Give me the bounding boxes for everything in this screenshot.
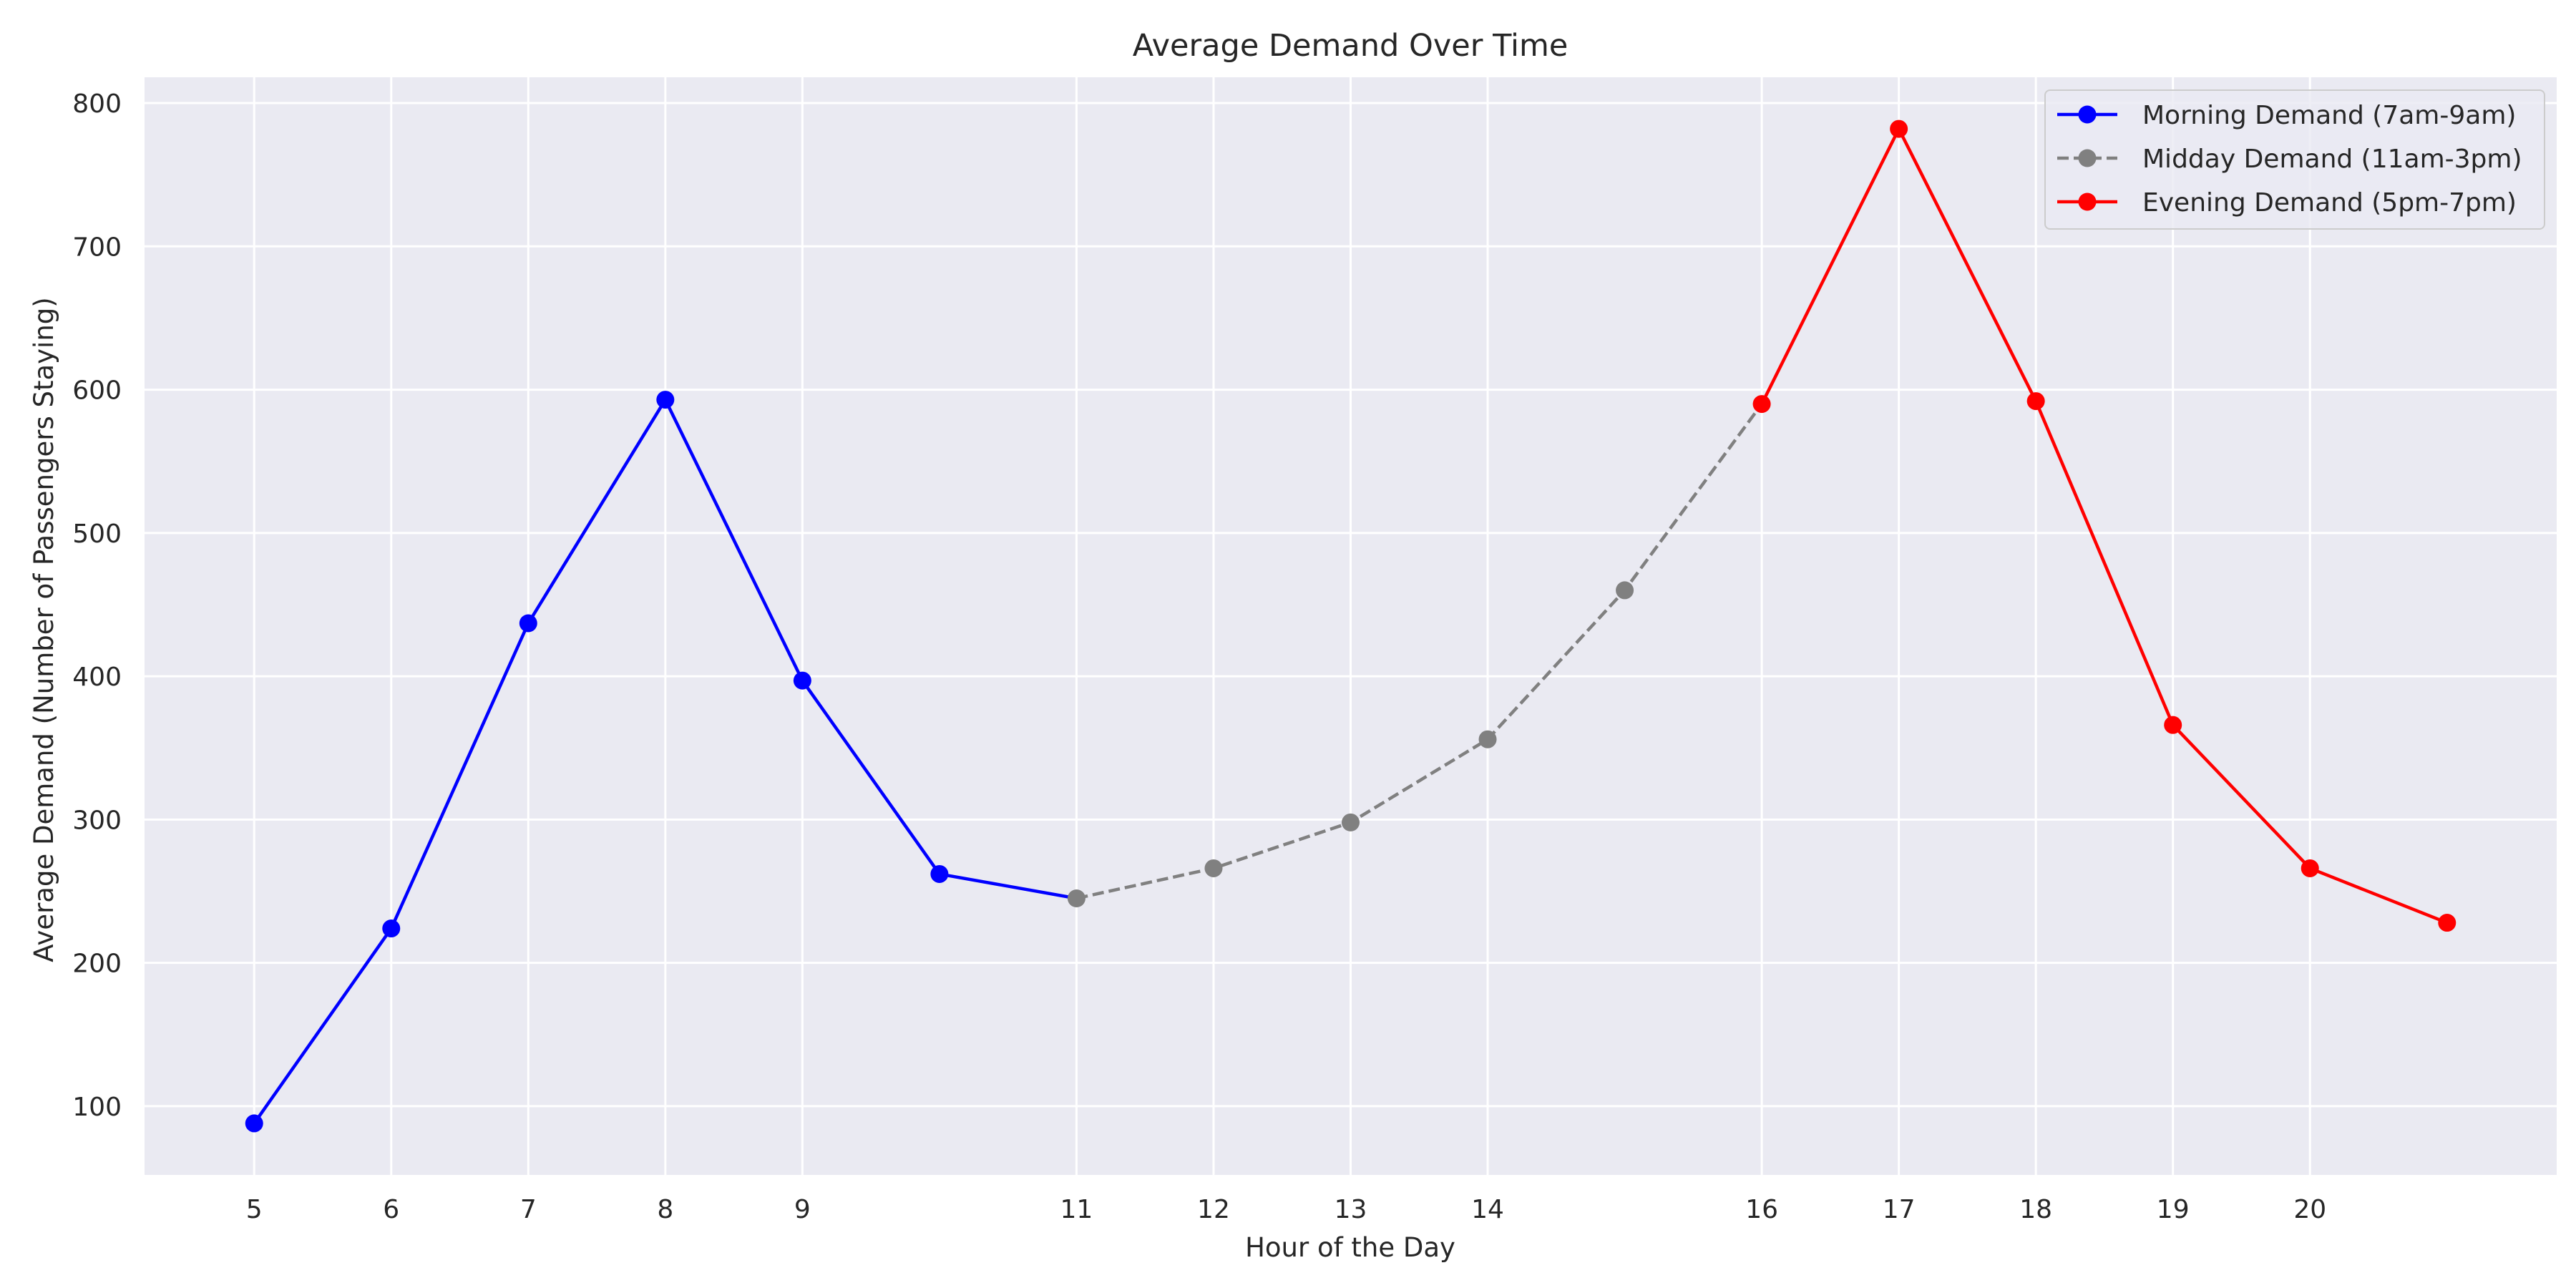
x-tick-label: 11 xyxy=(1060,1195,1093,1224)
series-line xyxy=(1075,403,1763,900)
y-tick-label: 400 xyxy=(72,663,122,692)
data-point xyxy=(382,919,401,938)
legend: Morning Demand (7am-9am) Midday Demand (1… xyxy=(2044,89,2545,230)
y-tick-label: 100 xyxy=(72,1093,122,1122)
data-point xyxy=(519,614,537,633)
x-tick-labels: 5 6 7 8 9 11 12 13 14 16 17 18 19 20 xyxy=(246,1195,2326,1224)
y-tick-label: 300 xyxy=(72,806,122,835)
data-point xyxy=(245,1114,263,1133)
data-point xyxy=(2301,859,2319,877)
x-tick-label: 6 xyxy=(383,1195,399,1224)
x-tick-label: 8 xyxy=(657,1195,673,1224)
series-3 xyxy=(1752,119,2457,932)
y-tick-labels: 100 200 300 400 500 600 700 800 xyxy=(72,89,122,1122)
x-tick-label: 13 xyxy=(1335,1195,1367,1224)
y-axis-label: Average Demand (Number of Passengers Sta… xyxy=(29,297,59,962)
series-line xyxy=(1760,127,2448,924)
data-point xyxy=(1067,889,1085,907)
data-point xyxy=(2026,392,2045,411)
data-point xyxy=(1752,395,1771,414)
data-point xyxy=(793,671,811,690)
legend-entry: Morning Demand (7am-9am) xyxy=(2057,101,2516,130)
x-tick-label: 14 xyxy=(1471,1195,1504,1224)
legend-marker xyxy=(2078,192,2097,211)
y-tick-label: 600 xyxy=(72,376,122,406)
legend-entry: Evening Demand (5pm-7pm) xyxy=(2057,188,2517,218)
x-tick-label: 18 xyxy=(2019,1195,2052,1224)
data-point xyxy=(1478,730,1497,748)
data-point xyxy=(2164,716,2182,734)
legend-box xyxy=(2044,89,2545,230)
y-tick-label: 800 xyxy=(72,89,122,119)
data-point xyxy=(1890,119,1908,138)
x-tick-label: 16 xyxy=(1745,1195,1778,1224)
x-tick-label: 5 xyxy=(246,1195,263,1224)
y-tick-label: 700 xyxy=(72,233,122,262)
x-tick-label: 9 xyxy=(794,1195,811,1224)
x-tick-label: 20 xyxy=(2293,1195,2326,1224)
series-1 xyxy=(245,391,1077,1133)
x-tick-label: 17 xyxy=(1883,1195,1916,1224)
data-point xyxy=(1616,581,1634,600)
legend-label: Evening Demand (5pm-7pm) xyxy=(2142,188,2517,218)
y-tick-label: 500 xyxy=(72,519,122,549)
legend-label: Midday Demand (11am-3pm) xyxy=(2142,145,2522,174)
series-2 xyxy=(1067,403,1763,907)
x-axis-label: Hour of the Day xyxy=(1245,1232,1455,1263)
legend-entry: Midday Demand (11am-3pm) xyxy=(2057,145,2522,174)
legend-label: Morning Demand (7am-9am) xyxy=(2142,101,2516,130)
data-point xyxy=(1204,859,1223,877)
series-layer xyxy=(245,119,2457,1133)
x-tick-label: 12 xyxy=(1197,1195,1230,1224)
data-point xyxy=(930,864,949,883)
data-point xyxy=(1342,813,1360,831)
data-point xyxy=(2438,914,2457,932)
x-tick-label: 19 xyxy=(2157,1195,2190,1224)
data-point xyxy=(656,391,675,409)
chart-title: Average Demand Over Time xyxy=(1133,28,1568,64)
x-tick-label: 7 xyxy=(520,1195,537,1224)
y-tick-label: 200 xyxy=(72,950,122,979)
legend-marker xyxy=(2078,105,2097,124)
legend-marker xyxy=(2078,149,2097,167)
grid-lines xyxy=(145,77,2557,1175)
